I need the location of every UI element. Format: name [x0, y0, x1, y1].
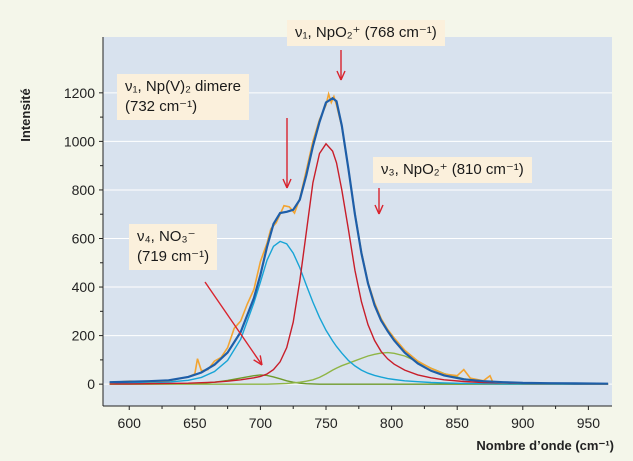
arrow-nu4 — [204, 281, 263, 366]
arrow-nu3-head — [374, 204, 384, 215]
series-line-total-fit — [109, 96, 609, 385]
arrow-nu1-dimer-head — [282, 178, 292, 189]
x-tick-label: 800 — [380, 415, 404, 431]
y-tick-label: 400 — [72, 279, 96, 295]
y-axis-label: Intensité — [18, 88, 33, 141]
annotation-nu1-dimer: ν₁, Np(V)₂ dimere (732 cm⁻¹) — [117, 74, 249, 120]
annotation-nu1-npo2: ν₁, NpO₂⁺ (768 cm⁻¹) — [287, 20, 445, 46]
arrow-nu4-head — [253, 355, 263, 366]
series-line-experimental — [109, 91, 609, 385]
annotation-arrows — [204, 50, 384, 366]
annotation-nu1-dimer-text: ν₁, Np(V)₂ dimere — [125, 78, 241, 95]
x-tick-label: 850 — [446, 415, 470, 431]
x-tick-label: 700 — [249, 415, 273, 431]
series-group — [109, 91, 609, 385]
x-axis-label: Nombre d’onde (cm⁻¹) — [476, 438, 614, 453]
y-tick-label: 0 — [87, 376, 95, 392]
annotation-nu1-dimer-wavenumber: (732 cm⁻¹) — [125, 98, 198, 115]
y-tick-label: 600 — [72, 230, 96, 246]
y-tick-label: 200 — [72, 328, 96, 344]
annotation-nu4: ν₄, NO₃⁻ (719 cm⁻¹) — [129, 224, 218, 270]
series-line-nu1-dimer — [109, 240, 609, 385]
annotation-nu4-wavenumber: (719 cm⁻¹) — [137, 248, 210, 265]
axes: 0 200 400 600 800 1000 1200 600 650 700 750 800 850 9… — [64, 37, 612, 431]
x-tick-label: 950 — [577, 415, 601, 431]
annotation-nu3: ν₃, NpO₂⁺ (810 cm⁻¹) — [373, 157, 532, 183]
annotation-nu4-text: ν₄, NO₃⁻ — [137, 228, 196, 245]
x-tick-label: 750 — [314, 415, 338, 431]
series-line-nu1-npo2 — [109, 142, 609, 385]
y-tick-label: 800 — [72, 182, 96, 198]
arrow-nu1-npo2-head — [336, 70, 346, 81]
y-tick-label: 1000 — [64, 133, 95, 149]
x-tick-label: 900 — [511, 415, 535, 431]
annotation-nu1-npo2-text: ν₁, NpO₂⁺ (768 cm⁻¹) — [295, 24, 437, 41]
x-tick-label: 600 — [118, 415, 142, 431]
annotation-nu3-text: ν₃, NpO₂⁺ (810 cm⁻¹) — [381, 161, 524, 178]
x-tick-label: 650 — [183, 415, 207, 431]
y-tick-label: 1200 — [64, 85, 95, 101]
